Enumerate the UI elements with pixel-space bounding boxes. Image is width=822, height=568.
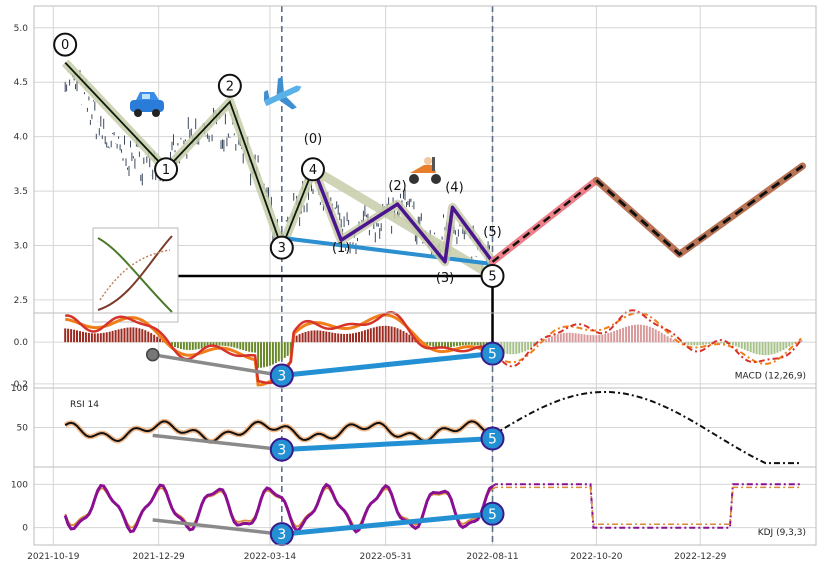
macd-y-tick-label: -0.2: [10, 380, 28, 390]
wave-label: 3: [278, 241, 286, 256]
rsi-divergence-blue: [281, 436, 493, 453]
wave-minor-label: (4): [445, 180, 463, 195]
inset-thumbnail: [92, 227, 179, 323]
wave-minor-label: (2): [388, 179, 406, 194]
price-y-tick-label: 4.5: [14, 78, 28, 88]
rsi-line: [64, 420, 493, 443]
macd-marker-circle: [480, 341, 505, 366]
wave-primary-line: [280, 168, 314, 249]
airplane-icon: [263, 76, 302, 110]
wave-label: 5: [488, 269, 496, 284]
panels: [34, 6, 816, 545]
wave-minor-line: [311, 166, 494, 264]
wave-label: 0: [61, 38, 69, 53]
rsi-marker-circle: [269, 437, 294, 462]
wave-primary-line: [64, 61, 283, 249]
macd-divergence-gray: [152, 352, 283, 378]
kdj-forecast-d-line: [492, 486, 802, 525]
x-tick-label: 2022-10-20: [570, 552, 623, 562]
macd-marker-circle: [269, 363, 294, 388]
price-y-tick-label: 3.0: [14, 242, 29, 252]
macd-forecast-signal: [491, 309, 803, 368]
kdj-divergence-blue: [281, 511, 493, 537]
indicator-panels: 3 5 3 5 3 5 MACD (12,26,9) RSI 14 KDJ (9,3,3): [63, 309, 806, 547]
macd-forecast-line: [492, 311, 802, 365]
forecast-red-dash: [491, 179, 598, 263]
price-y-tick-label: 3.5: [14, 187, 28, 197]
scooter-stem: [432, 157, 435, 171]
plane-wing: [279, 96, 297, 110]
wave-label-circle: [53, 32, 78, 57]
macd-y-tick-label: 0.0: [14, 338, 29, 348]
wave-label-circle: [154, 157, 179, 182]
rsi-forecast-line: [492, 391, 802, 465]
wave-label-circle: [300, 157, 325, 182]
car-icon: [130, 92, 164, 117]
macd-divergence-blue: [281, 351, 493, 378]
kdj-marker-label: 3: [277, 527, 286, 543]
macd-divergence-dot: [145, 347, 160, 362]
rsi-marker-label: 3: [277, 443, 286, 459]
kdj-marker-circle: [480, 501, 505, 526]
kdj-marker-label: 5: [488, 507, 497, 523]
x-tick-label: 2022-12-29: [674, 552, 727, 562]
macd-marker-label: 5: [488, 347, 497, 363]
kdj-forecast-line: [491, 483, 802, 529]
wave-minor-label: (0): [304, 132, 322, 147]
wave-label-circle: [480, 263, 505, 288]
x-tick-label: 2022-05-31: [360, 552, 412, 562]
inset-curve: [97, 237, 173, 313]
kdj-divergence-gray: [152, 518, 282, 536]
plane-wing: [276, 76, 284, 95]
kdj-y-tick-label: 100: [11, 480, 28, 490]
kdj-label: KDJ (9,3,3): [758, 528, 806, 538]
macd-marker-label: 3: [277, 369, 286, 385]
car-wheel: [152, 109, 160, 117]
price-trendline: [281, 235, 493, 266]
scooter-body: [410, 165, 436, 173]
car-body: [130, 100, 164, 112]
scooter-icon: [409, 157, 441, 184]
rsi-y-tick-label: 50: [17, 424, 29, 434]
rsi-marker-label: 5: [488, 432, 497, 448]
wave-minor-label: (5): [483, 225, 501, 240]
price-y-tick-label: 2.5: [14, 296, 28, 306]
inset-curve: [97, 235, 173, 311]
price-y-tick-label: 5.0: [14, 24, 29, 34]
price-panel: 0 1 2 3 4 5 (0) (1) (2) (3) (4) (5): [53, 6, 807, 545]
plane-tail: [263, 90, 270, 101]
wave-minor-label: (1): [332, 241, 350, 256]
forecast-brown-dash: [595, 164, 804, 257]
wave-label: 2: [226, 79, 234, 94]
rsi-y-tick-label: 100: [11, 384, 28, 394]
wave-minor-label: (3): [436, 271, 454, 286]
price-y-tick-label: 4.0: [14, 133, 29, 143]
scooter-wheel: [409, 174, 419, 184]
scooter-wheel: [431, 174, 441, 184]
x-tick-label: 2021-10-19: [27, 552, 80, 562]
plane-fuselage: [263, 85, 302, 107]
macd-label: MACD (12,26,9): [735, 372, 806, 382]
rsi-label: RSI 14: [70, 400, 99, 410]
x-tick-label: 2022-08-11: [466, 552, 518, 562]
rsi-marker-circle: [480, 426, 505, 451]
wave-label: 4: [309, 163, 317, 178]
rsi-divergence-gray: [152, 433, 282, 452]
macd-panel-bg: [34, 313, 816, 388]
x-tick-label: 2021-12-29: [132, 552, 185, 562]
axes: 2.53.03.54.04.55.00.0-0.25010001002021-1…: [10, 5, 817, 562]
kdj-y-tick-label: 0: [22, 524, 28, 534]
x-tick-label: 2022-03-14: [244, 552, 297, 562]
car-window: [142, 94, 150, 99]
car-wheel: [134, 109, 142, 117]
wave-label: 1: [162, 163, 170, 178]
scooter-rider: [424, 157, 432, 165]
kdj-panel-frame: [33, 466, 817, 546]
wave-label-circle: [269, 235, 294, 260]
wave-label-circle: [217, 73, 242, 98]
